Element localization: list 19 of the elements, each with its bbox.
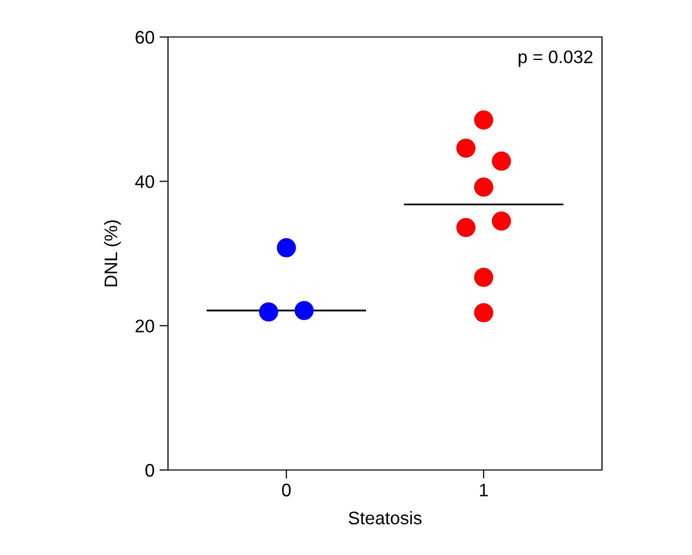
point	[474, 178, 494, 197]
y-tick-label: 20	[136, 320, 154, 332]
point	[259, 302, 278, 322]
annotation: p = 0.032	[518, 50, 592, 67]
x-tick-label: 1	[480, 484, 488, 496]
y-tick-label: 0	[145, 464, 154, 477]
point	[456, 138, 476, 158]
x-axis-title: Steatosis	[348, 511, 422, 524]
y-axis-title: DNL (%)	[104, 220, 121, 286]
y-tick-label: 40	[135, 175, 154, 188]
point	[492, 211, 511, 231]
y-tick-label: 60	[136, 30, 154, 44]
point	[294, 300, 314, 320]
point	[492, 152, 511, 171]
point	[474, 303, 494, 322]
point	[474, 110, 494, 130]
point	[456, 218, 476, 238]
point	[276, 238, 296, 258]
point	[474, 268, 494, 287]
